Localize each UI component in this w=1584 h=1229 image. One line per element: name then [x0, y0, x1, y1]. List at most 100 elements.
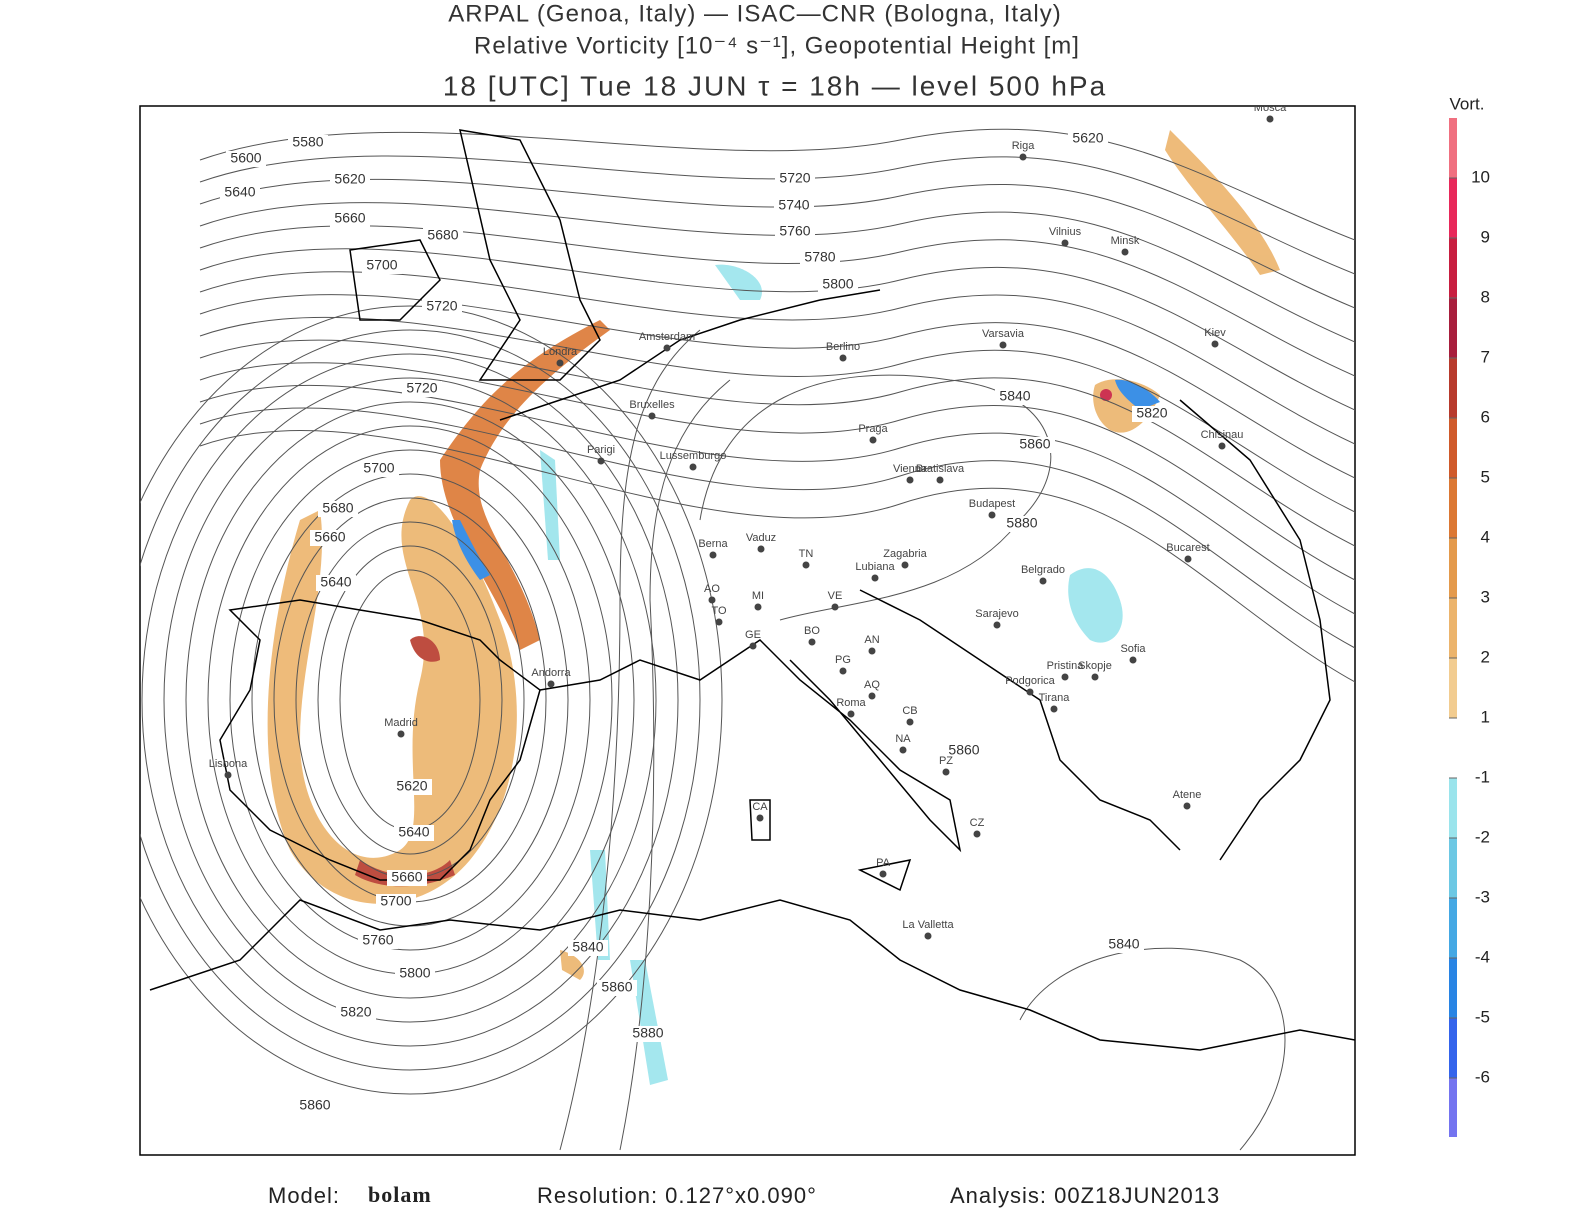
contour-label: 5660: [314, 529, 345, 545]
city-dot: [1184, 555, 1192, 563]
contour-line: [185, 401, 635, 999]
contour-line: [199, 384, 1355, 615]
contour-label-bg: [336, 1005, 376, 1021]
contour-label: 5580: [292, 134, 323, 150]
contour-label-bg: [358, 933, 398, 949]
islands: [749, 799, 912, 892]
contour-label: 5640: [398, 824, 429, 840]
contour-label: 5860: [299, 1097, 330, 1113]
contour-label-bg: [295, 1098, 335, 1114]
city-dot: [749, 642, 757, 650]
city-label: Berlino: [826, 341, 860, 353]
footer-model-label: Model:: [268, 1183, 340, 1208]
contour-label: 5640: [320, 574, 351, 590]
contour-label-bg: [330, 211, 370, 227]
footer-analysis: Analysis: 00Z18JUN2013: [950, 1183, 1220, 1208]
contour-label: 5860: [948, 742, 979, 758]
contour-line: [199, 430, 1355, 683]
colorbar-tick-label: -3: [1475, 887, 1490, 906]
colorbar-swatch: [1449, 838, 1457, 898]
city-dot: [556, 359, 564, 367]
contour-label-bg: [944, 743, 984, 759]
city-label: Londra: [543, 346, 578, 358]
contour-label: 5760: [362, 932, 393, 948]
colorbar-swatch: [1449, 718, 1457, 778]
city-dot: [906, 718, 914, 726]
contour-label: 5860: [1019, 436, 1050, 452]
city-dot: [648, 412, 656, 420]
contour-label-bg: [597, 980, 637, 996]
city-dot: [899, 746, 907, 754]
city-label: PG: [835, 654, 851, 666]
contour-label-bg: [310, 530, 350, 546]
colorbar-swatch: [1449, 238, 1457, 298]
city-label: Belgrado: [1021, 564, 1065, 576]
city-dot: [868, 647, 876, 655]
contour-label-bg: [995, 389, 1035, 405]
colorbar-tick-label: 6: [1481, 407, 1490, 426]
colorbar: Vort. 10 9 8 7 6 5 4 3 2 1 -1 -2 -3 -4 -5 -6: [1449, 94, 1490, 1137]
contour-label: 5800: [822, 276, 853, 292]
contour-label: 5660: [391, 869, 422, 885]
colorbar-swatch: [1449, 358, 1457, 418]
contour-line: [140, 305, 723, 1095]
contour-label-bg: [318, 501, 358, 517]
city-label: Lussemburgo: [660, 450, 727, 462]
footer-resolution: Resolution: 0.127°x0.090°: [537, 1183, 817, 1208]
city-label: Praga: [858, 423, 888, 435]
contour-label: 5700: [366, 257, 397, 273]
contour-label: 5880: [632, 1025, 663, 1041]
city-dot: [1039, 577, 1047, 585]
positive-area: [560, 950, 584, 980]
negative-area: [1115, 379, 1160, 410]
colorbar-swatch: [1449, 658, 1457, 718]
city-label: Madrid: [384, 717, 418, 729]
city-label: TO: [711, 605, 727, 617]
contour-label-bg: [392, 779, 432, 795]
city-dot: [1061, 673, 1069, 681]
contour-label: 5640: [224, 184, 255, 200]
contour-line: [163, 377, 657, 1023]
colorbar-swatch: [1449, 418, 1457, 478]
positive-area: [267, 496, 517, 904]
contour-line: [199, 294, 1355, 479]
city-dot: [871, 574, 879, 582]
city-dot: [839, 667, 847, 675]
city-label: Berna: [698, 538, 728, 550]
contour-line: [229, 449, 591, 951]
contour-line: [199, 271, 1355, 445]
colorbar-tick-label: 9: [1481, 227, 1490, 246]
contour-line: [199, 178, 1355, 309]
contour-label-bg: [220, 185, 260, 201]
header-line: Relative Vorticity [10⁻⁴ s⁻¹], Geopotent…: [474, 32, 1080, 59]
contour-label: 5840: [1108, 936, 1139, 952]
contour-label-bg: [628, 1026, 668, 1042]
contour-label: 5620: [1072, 130, 1103, 146]
colorbar-swatch: [1449, 1018, 1457, 1078]
contour-label: 5720: [426, 298, 457, 314]
colorbar-tick-label: 3: [1481, 587, 1490, 606]
city-dot: [988, 511, 996, 519]
city-label: MI: [752, 590, 764, 602]
contour-label-bg: [394, 825, 434, 841]
contour-line: [317, 545, 503, 855]
city-dot: [924, 932, 932, 940]
colorbar-swatch: [1449, 538, 1457, 598]
city-label: VE: [828, 590, 843, 602]
city-label: Vienna: [893, 463, 928, 475]
city-label: CZ: [970, 817, 985, 829]
city-label: Budapest: [969, 498, 1015, 510]
city-dot: [547, 680, 555, 688]
contour-line: [199, 225, 1355, 377]
contour-label: 5740: [778, 197, 809, 213]
city-label: Riga: [1012, 140, 1036, 152]
city-dot: [597, 457, 605, 465]
city-label: Varsavia: [982, 328, 1025, 340]
contour-label-bg: [395, 966, 435, 982]
contour-line: [199, 202, 1355, 343]
city-label: Mosca: [1254, 102, 1287, 114]
colorbar-tick-label: -4: [1475, 947, 1490, 966]
colorbar-swatch: [1449, 958, 1457, 1018]
iberia: [219, 599, 541, 881]
city-label: Parigi: [587, 444, 615, 456]
